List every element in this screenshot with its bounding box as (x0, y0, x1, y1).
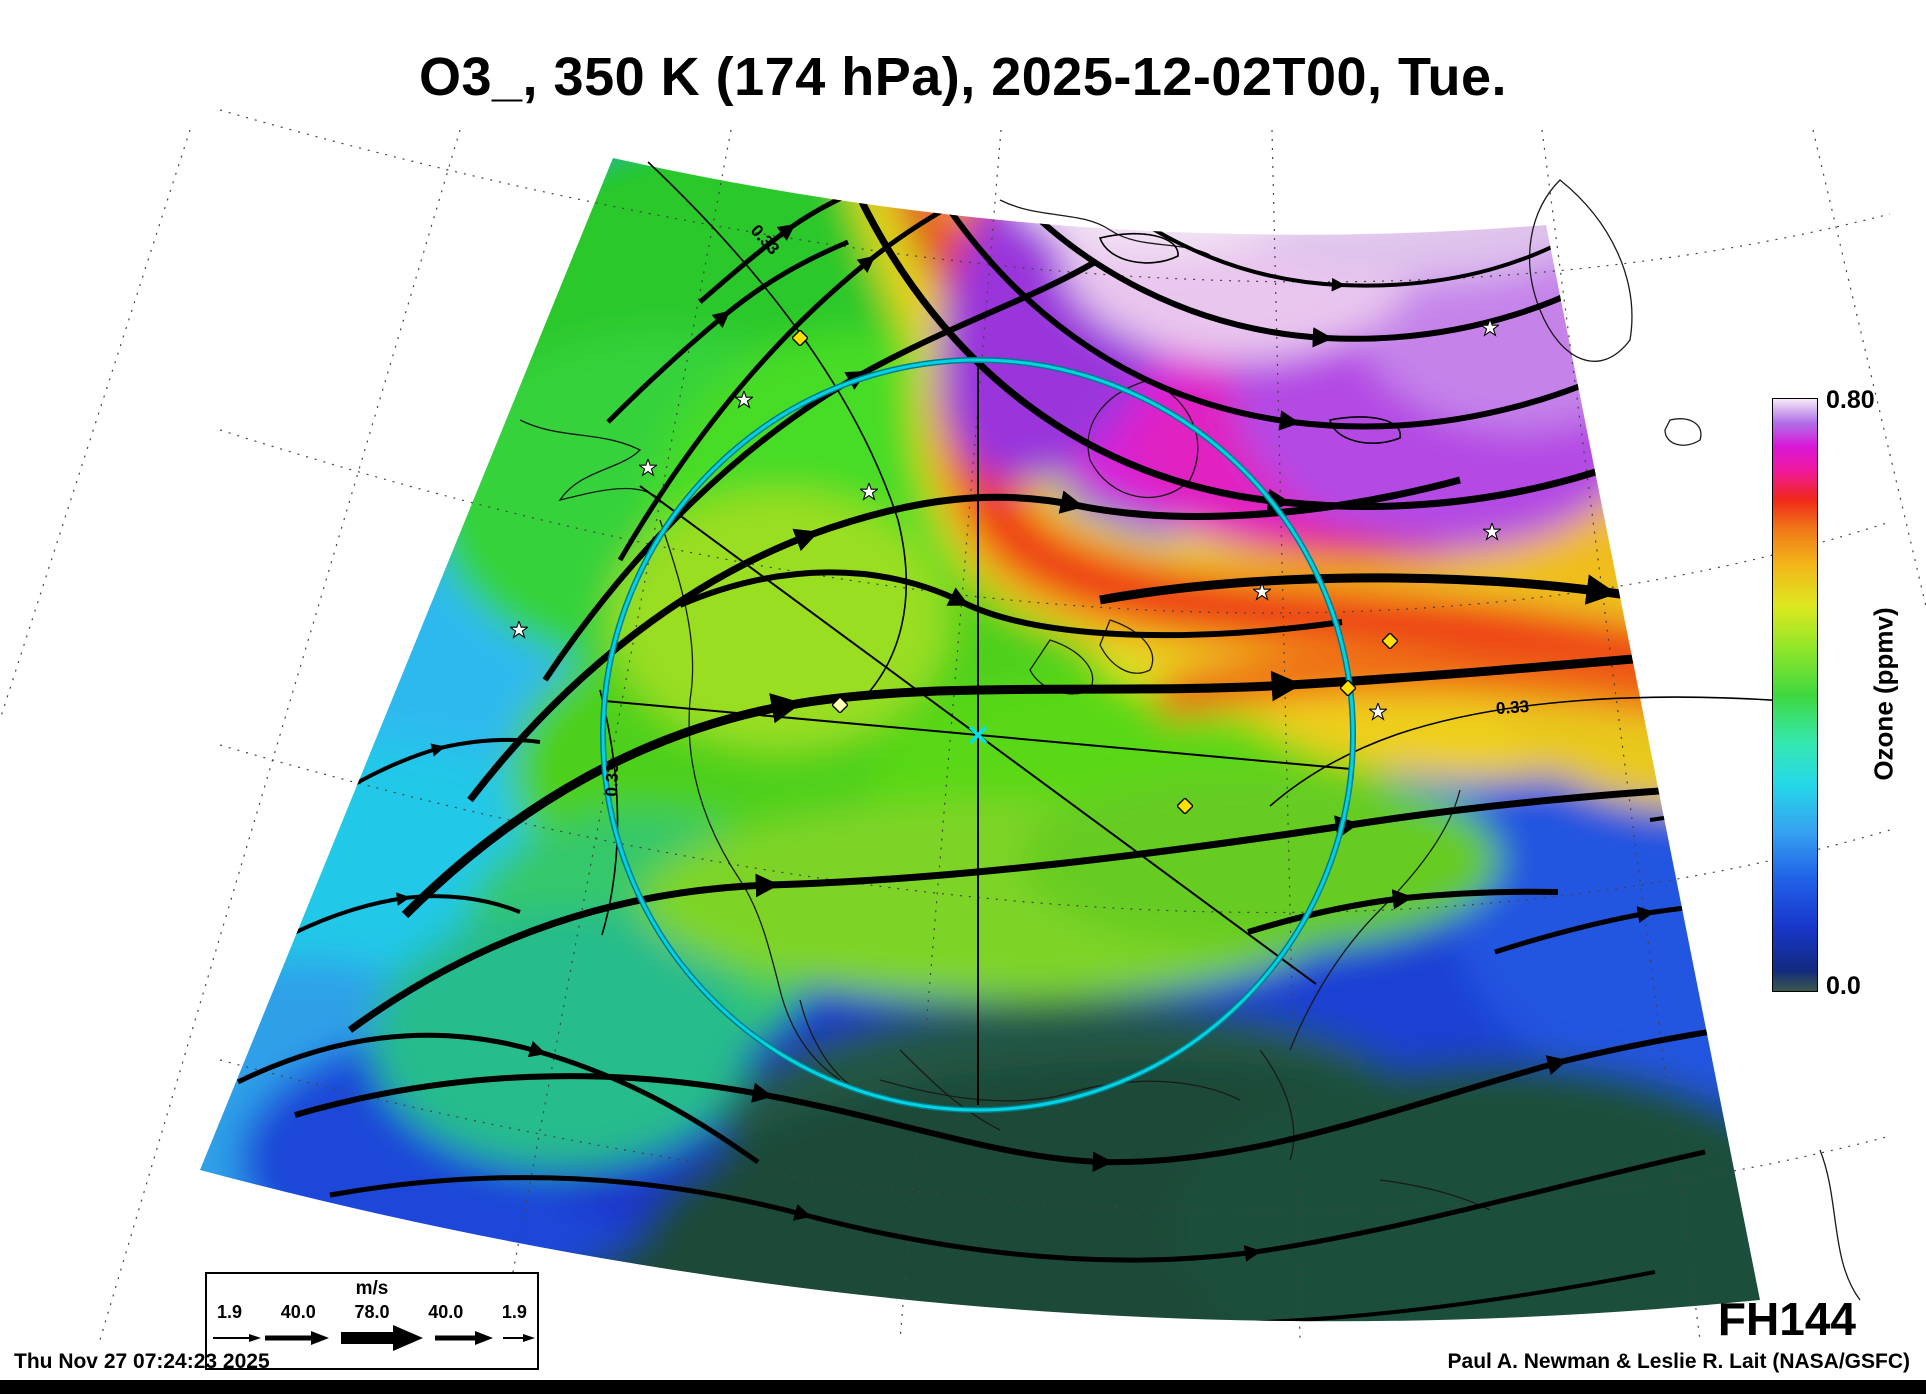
range-circle-overlay (600, 357, 1356, 1113)
wind-speed-value: 78.0 (354, 1302, 390, 1322)
wind-speed-value: 40.0 (428, 1302, 464, 1322)
contour-label-033-east: 0.33 (1495, 696, 1530, 719)
wind-speed-value: 1.9 (217, 1302, 243, 1322)
contour-lines (599, 161, 1801, 936)
range-circle (601, 358, 1355, 1112)
colorbar-axis-label: Ozone (ppmv) (1868, 607, 1899, 781)
ozone-colorbar (1772, 398, 1818, 992)
station-x-icon (968, 725, 988, 745)
wind-legend-speeds: 1.9 40.0 78.0 40.0 1.9 (207, 1300, 537, 1323)
wind-legend-unit: m/s (355, 1278, 389, 1299)
wind-speed-value: 1.9 (501, 1302, 527, 1322)
forecast-hour-label: FH144 (1717, 1293, 1856, 1345)
contour-label-033-west: 0.33 (601, 763, 623, 797)
bottom-black-bar (0, 1380, 1926, 1394)
colorbar-min-label: 0.0 (1826, 972, 1861, 1000)
wind-speed-legend: m/s 1.9 40.0 78.0 40.0 1.9 (205, 1272, 539, 1370)
footer-timestamp: Thu Nov 27 07:24:23 2025 (14, 1350, 270, 1373)
page-title: O3_, 350 K (174 hPa), 2025-12-02T00, Tue… (418, 47, 1508, 107)
colorbar-max-label: 0.80 (1826, 386, 1875, 414)
footer-credit: Paul A. Newman & Leslie R. Lait (NASA/GS… (1447, 1350, 1910, 1373)
wind-speed-value: 40.0 (280, 1302, 316, 1322)
wind-legend-arrows-icon (213, 1325, 535, 1351)
